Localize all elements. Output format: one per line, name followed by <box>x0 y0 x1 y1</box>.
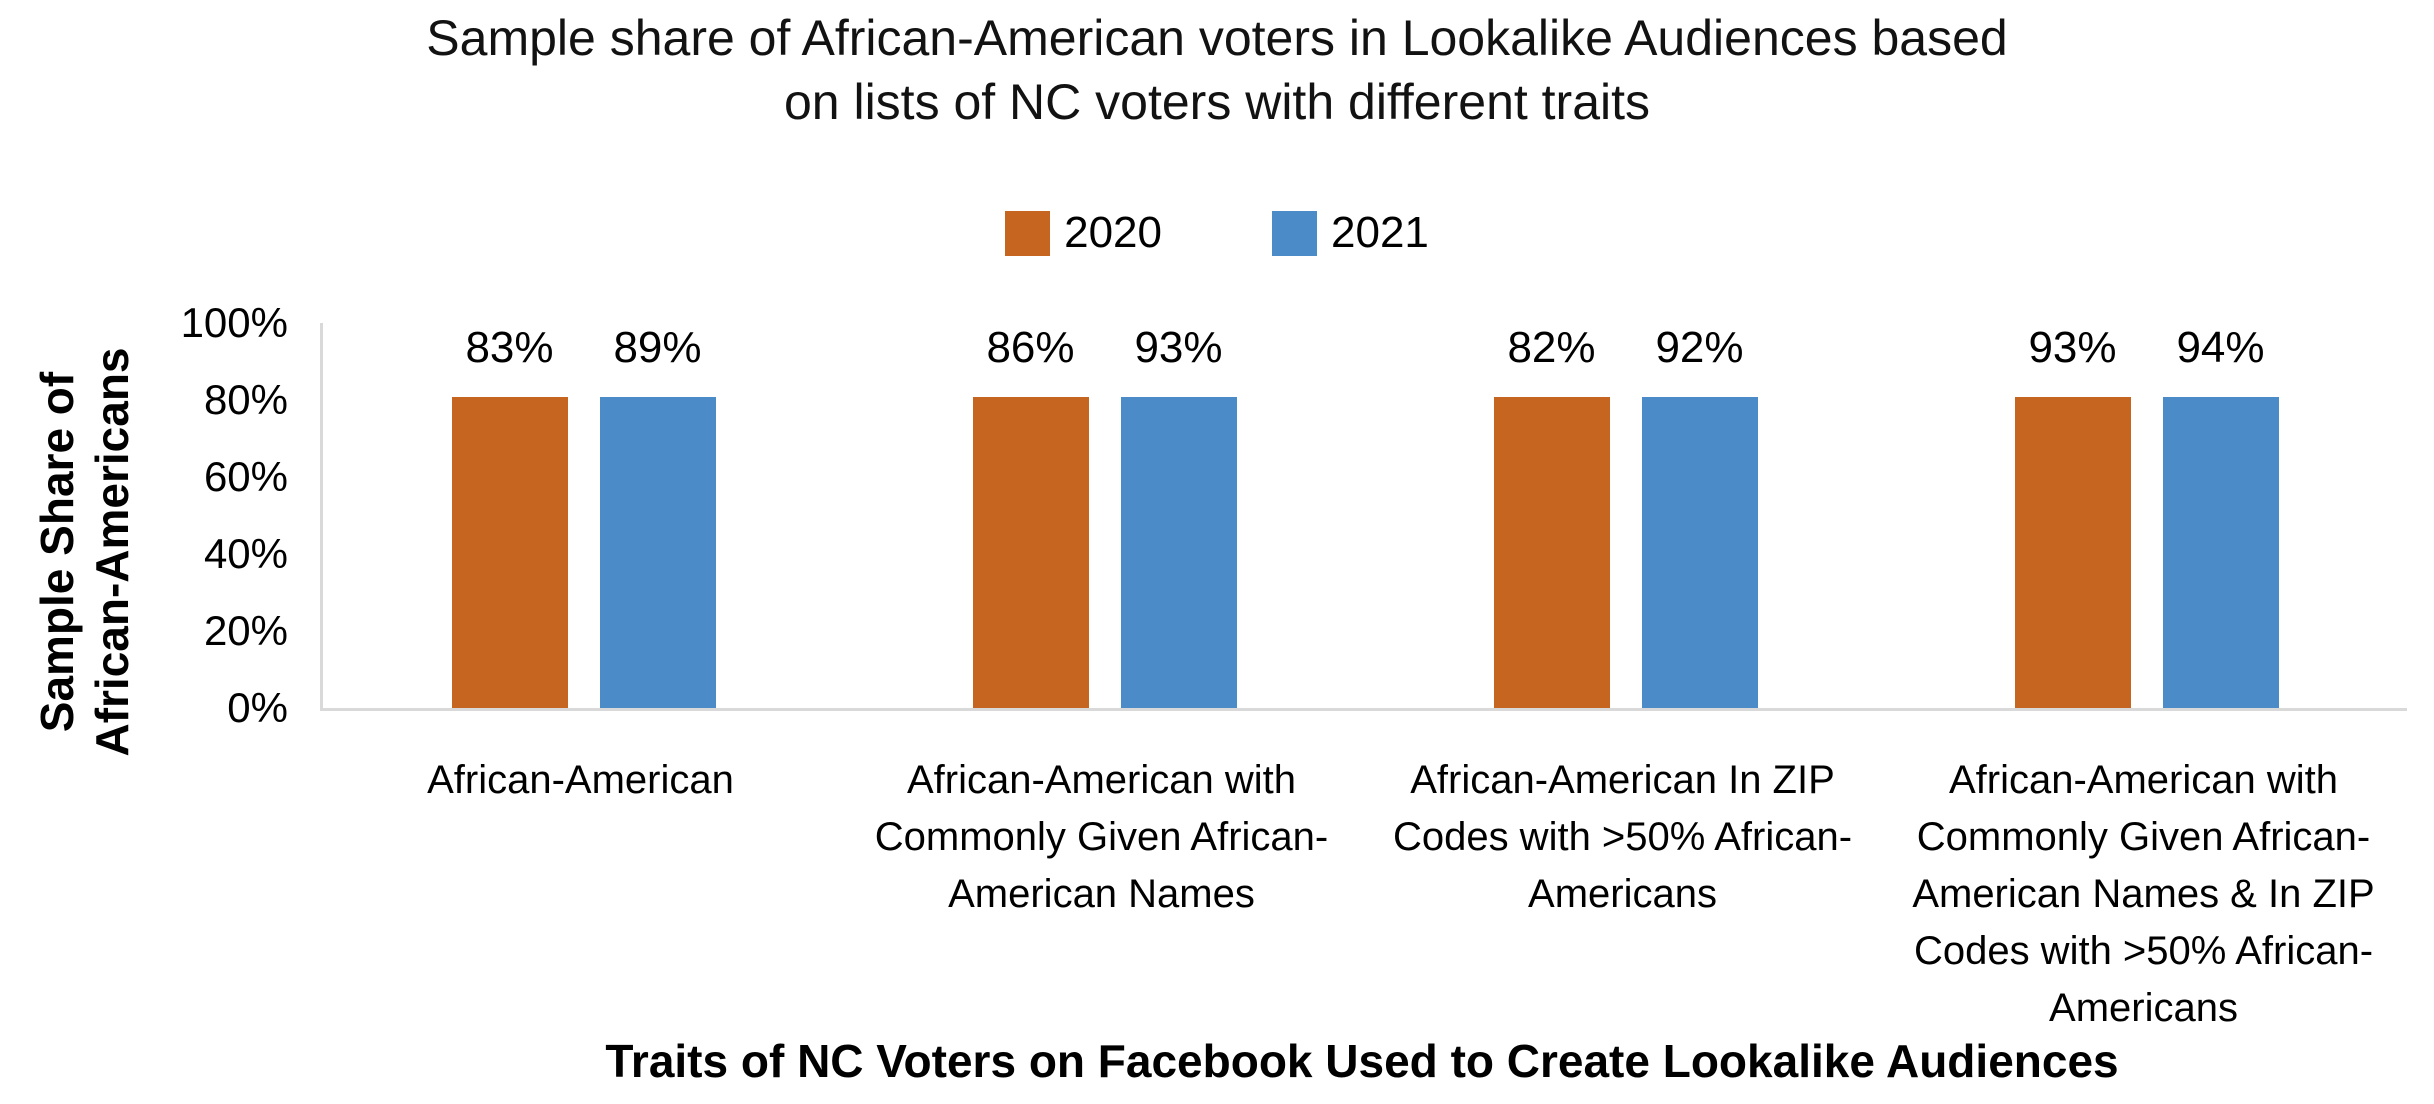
bar-value-label-2021-1: 89% <box>613 323 702 372</box>
x-category-label-1: African-American <box>427 758 734 802</box>
y-tick-80: 80% <box>203 376 288 423</box>
bar-2020-2 <box>972 397 1089 708</box>
legend-item-2021: 2021 <box>1272 208 1429 258</box>
bar-cell-2021-3: 92% <box>1641 323 1758 708</box>
bar-2020-1 <box>451 397 568 708</box>
bar-cell-2020-4: 93% <box>2014 323 2131 708</box>
bar-cell-2021-2: 93% <box>1120 323 1237 708</box>
y-tick-100: 100% <box>180 299 288 346</box>
legend-swatch-2021 <box>1272 210 1317 256</box>
y-tick-20: 20% <box>203 607 288 654</box>
bar-cell-2021-1: 89% <box>599 323 716 708</box>
legend-label-2020: 2020 <box>1064 208 1162 257</box>
bar-group-3: 82% 92% <box>1365 323 1886 708</box>
x-category-label-4: African-American with Commonly Given Afr… <box>1912 758 2375 1030</box>
bar-cell-2021-4: 94% <box>2162 323 2279 708</box>
bar-value-label-2021-2: 93% <box>1134 323 1223 372</box>
bar-value-label-2021-3: 92% <box>1655 323 1744 372</box>
legend-label-2021: 2021 <box>1331 208 1429 257</box>
x-category-label-3: African-American In ZIP Codes with >50% … <box>1392 758 1853 916</box>
x-axis-title: Traits of NC Voters on Facebook Used to … <box>605 1035 2119 1087</box>
chart-title: Sample share of African-American voters … <box>426 10 2008 130</box>
plot-area: 83% 89% 86% 93% 82% 92% 93% 94% <box>320 323 2407 711</box>
bar-cell-2020-2: 86% <box>972 323 1089 708</box>
bar-2021-1 <box>599 397 716 708</box>
y-tick-40: 40% <box>203 530 288 577</box>
x-category-label-2: African-American with Commonly Given Afr… <box>874 758 1329 916</box>
bar-group-4: 93% 94% <box>1886 323 2407 708</box>
bar-value-label-2020-1: 83% <box>465 323 554 372</box>
y-tick-0: 0% <box>227 684 288 731</box>
bar-value-label-2021-4: 94% <box>2176 323 2265 372</box>
bar-value-label-2020-3: 82% <box>1507 323 1596 372</box>
bar-value-label-2020-4: 93% <box>2028 323 2117 372</box>
bar-group-2: 86% 93% <box>844 323 1365 708</box>
y-axis-tick-labels: 0% 20% 40% 60% 80% 100% <box>0 299 288 731</box>
y-tick-60: 60% <box>203 453 288 500</box>
bar-2020-4 <box>2014 397 2131 708</box>
legend-item-2020: 2020 <box>1005 208 1162 258</box>
bar-2021-3 <box>1641 397 1758 708</box>
bar-cell-2020-3: 82% <box>1493 323 1610 708</box>
bar-group-1: 83% 89% <box>323 323 844 708</box>
legend: 2020 2021 <box>0 208 2434 258</box>
bar-2020-3 <box>1493 397 1610 708</box>
bar-2021-2 <box>1120 397 1237 708</box>
bar-cell-2020-1: 83% <box>451 323 568 708</box>
x-axis-category-labels: African-American African-American with Co… <box>320 752 2404 1037</box>
bar-value-label-2020-2: 86% <box>986 323 1075 372</box>
bar-2021-4 <box>2162 397 2279 708</box>
legend-swatch-2020 <box>1005 210 1051 256</box>
